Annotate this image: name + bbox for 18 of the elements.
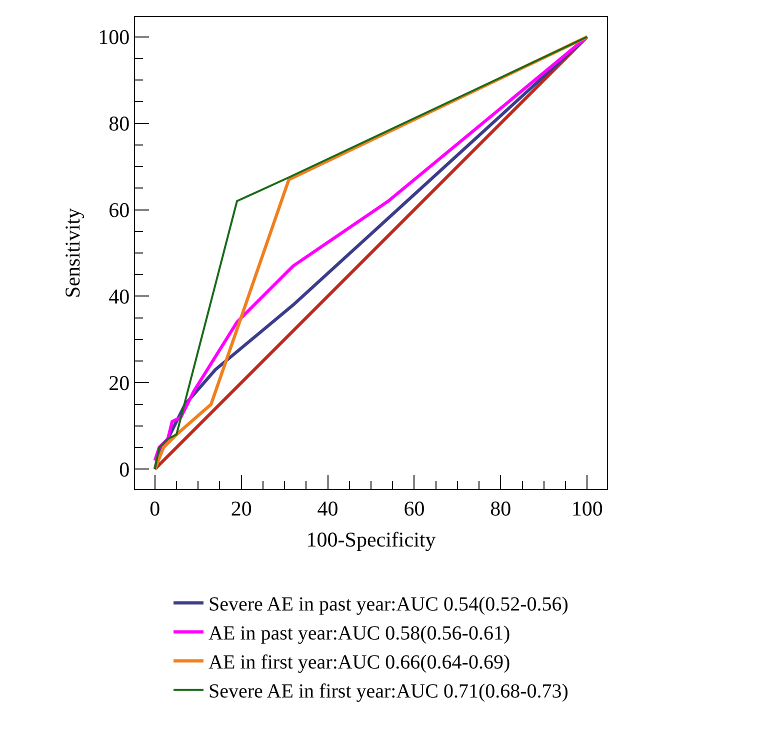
x-tick-label: 0: [150, 496, 160, 520]
legend-label: Severe AE in first year:AUC 0.71(0.68-0.73): [208, 680, 568, 703]
y-tick-label: 20: [108, 371, 130, 396]
y-tick-label: 100: [98, 25, 130, 50]
legend-label: Severe AE in past year:AUC 0.54(0.52-0.56): [208, 594, 568, 616]
x-axis-title: 100-Specificity: [306, 528, 436, 552]
y-tick-label: 60: [108, 198, 130, 222]
x-tick-label: 100: [571, 496, 603, 520]
y-axis-title: Sensitivity: [60, 208, 84, 298]
y-tick-label: 80: [108, 112, 130, 136]
x-tick-label: 40: [317, 496, 338, 520]
x-tick-label: 20: [230, 496, 252, 520]
x-tick-label: 60: [404, 496, 425, 520]
x-tick-label: 80: [490, 496, 512, 520]
legend-label: AE in first year:AUC 0.66(0.64-0.69): [208, 652, 510, 674]
legend-label: AE in past year:AUC 0.58(0.56-0.61): [208, 622, 510, 645]
y-tick-label: 0: [119, 457, 130, 482]
y-tick-label: 40: [108, 284, 130, 309]
